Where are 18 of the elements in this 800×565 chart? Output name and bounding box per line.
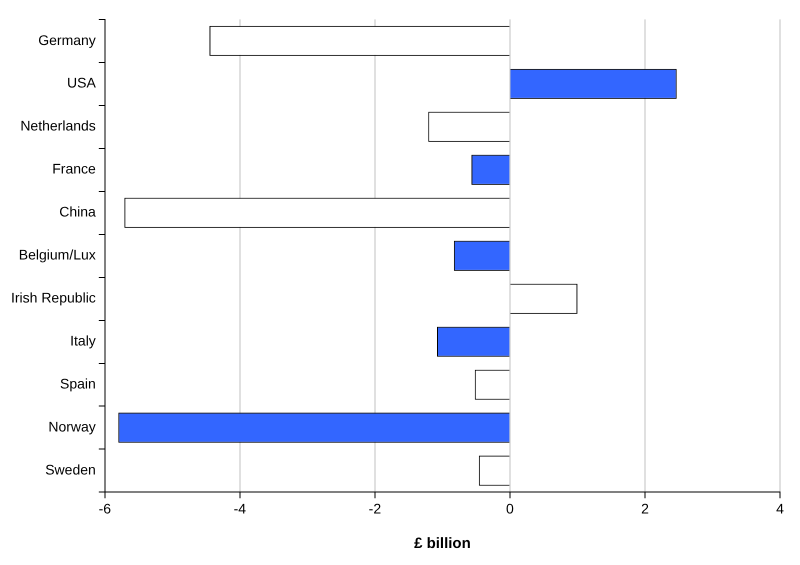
y-tick-label: Italy [70, 332, 96, 349]
y-tick-label: USA [67, 74, 96, 91]
y-tick-label: Irish Republic [10, 290, 96, 306]
x-tick-label: -4 [234, 500, 246, 516]
x-axis-title: £ billion [414, 535, 471, 552]
y-tick-label: France [52, 160, 96, 177]
x-tick-label: 0 [506, 500, 514, 516]
x-tick-label: -6 [98, 500, 112, 516]
y-tick-label: Sweden [45, 462, 96, 478]
y-tick-label: Germany [38, 32, 96, 48]
y-tick-label: Spain [60, 376, 96, 392]
x-tick-label: 2 [641, 500, 650, 516]
y-tick-label: Netherlands [20, 118, 96, 134]
x-tick-label: -2 [368, 500, 382, 516]
y-tick-label: Belgium/Lux [18, 246, 96, 263]
x-tick-label: 4 [776, 500, 784, 516]
y-tick-label: Norway [48, 418, 96, 435]
y-tick-label: China [59, 204, 96, 220]
